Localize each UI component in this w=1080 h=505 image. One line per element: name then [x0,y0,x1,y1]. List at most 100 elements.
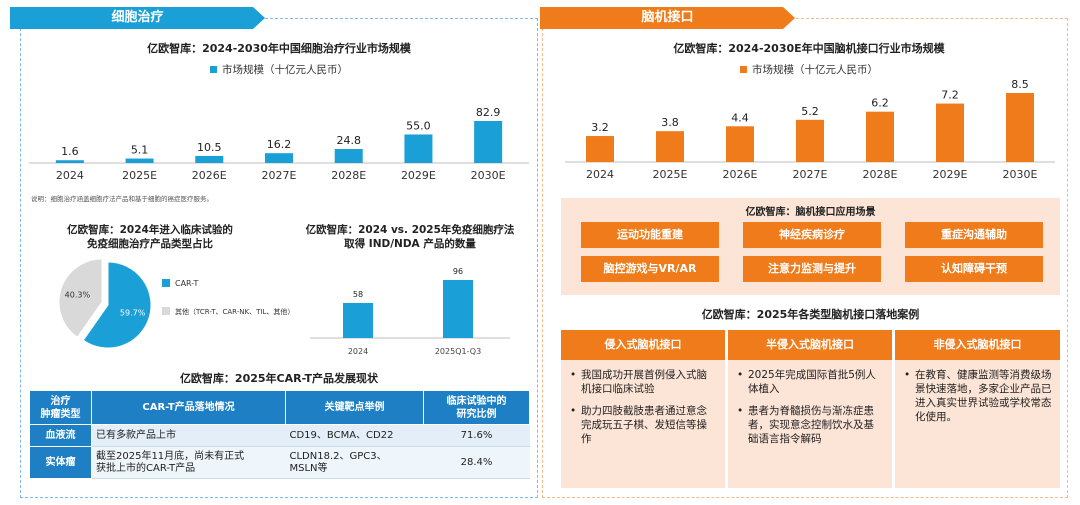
x-tick-label: 2025E [653,168,688,181]
bci-market-bar-chart: 3.2 2024 3.8 2025E 4.4 2026E 5.2 2027E 6.2 2028E 7… [565,80,1055,181]
x-tick-label: 2025E [122,169,157,182]
ratio-cell: 28.4% [423,446,530,479]
banner-arrow-shape [540,7,795,29]
list-item: 助力四肢截肢患者通过意念完成玩五子棋、发短信等操作 [570,404,717,446]
x-tick-label: 2027E [262,169,297,182]
bar [334,149,363,163]
pie-slice [58,258,103,338]
pie-slice [82,261,152,349]
data-label: 58 [353,290,363,299]
case-non-invasive: 非侵入式脑机接口 在教育、健康监测等消费级场景快速落地，多家企业产品已进入真实世… [895,330,1060,488]
data-label: 10.5 [197,141,222,154]
data-label: 5.2 [801,105,819,118]
slice-label: 40.3% [65,290,91,299]
legend-swatch [162,279,170,287]
ratio-cell: 71.6% [423,424,530,447]
legend-swatch [162,307,170,315]
scenario-cognitive-intervention: 认知障碍干预 [905,256,1043,282]
legend-label: 其他（TCR-T、CAR-NK、TIL、其他） [175,307,290,316]
legend-swatch [740,66,747,73]
data-label: 24.8 [336,134,361,147]
bci-market-legend-label: 市场规模（十亿元人民币） [752,64,878,76]
bar [1006,93,1034,162]
bci-panel [542,18,1068,498]
cases-title: 亿欧智库：2025年各类型脑机接口落地案例 [701,308,920,321]
scenario-motor-reconstruction: 运动功能重建 [581,222,719,248]
targets-cell: CD19、BCMA、CD22 [285,424,424,447]
bci-banner-label: 脑机接口 [641,10,694,25]
data-label: 82.9 [476,106,501,119]
list-item: 我国成功开展首例侵入式脑机接口临床试验 [570,368,717,396]
x-tick-label: 2027E [793,168,828,181]
status-cell: 已有多款产品上市 [91,424,286,447]
list-item: 在教育、健康监测等消费级场景快速落地，多家企业产品已进入真实世界试验或学校常态化… [904,368,1052,424]
legend-label: CAR-T [175,279,198,288]
x-tick-label: 2029E [401,169,436,182]
case-semi-invasive-body: 2025年完成国际首批5例人体植入 患者为脊髓损伤与渐冻症患者，实现意念控制饮水… [728,360,892,488]
case-invasive: 侵入式脑机接口 我国成功开展首例侵入式脑机接口临床试验 助力四肢截肢患者通过意念… [561,330,725,488]
data-label: 3.2 [591,121,609,134]
bar [866,111,894,162]
col-header-status: CAR-T产品落地情况 [91,390,286,425]
bar [474,121,503,163]
data-label: 7.2 [941,89,959,102]
col-header-tumor-type: 治疗 肿瘤类型 [29,390,92,425]
ind-chart-title: 亿欧智库：2024 vs. 2025年免疫细胞疗法 取得 IND/NDA 产品的… [305,224,515,250]
cell-market-legend-label: 市场规模（十亿元人民币） [222,64,348,76]
bci-market-legend: 市场规模（十亿元人民币） [740,62,878,77]
x-tick-label: 2026E [192,169,227,182]
data-label: 96 [453,267,463,276]
bar [726,126,754,162]
scenario-critical-communication: 重症沟通辅助 [905,222,1043,248]
cell-market-note: 说明：细胞治疗涵盖细胞疗法产品和基于细胞的癌症医疗服务。 [31,195,213,203]
case-non-invasive-body: 在教育、健康监测等消费级场景快速落地，多家企业产品已进入真实世界试验或学校常态化… [895,360,1060,488]
x-tick-label: 2024 [56,169,84,182]
cell-market-bar-chart: 1.6 2024 5.1 2025E 10.5 2026E 16.2 2027E 24.8 202… [29,106,529,182]
bar [443,280,473,338]
cell-therapy-banner: 细胞治疗 [10,7,265,29]
cart-table-title: 亿欧智库：2025年CAR-T产品发展现状 [179,372,379,385]
status-cell: 截至2025年11月底，尚未有正式 获批上市的CAR-T产品 [91,446,286,479]
list-item: 患者为脊髓损伤与渐冻症患者，实现意念控制饮水及基础语言指令解码 [737,404,884,446]
data-label: 3.8 [661,116,679,129]
data-label: 5.1 [131,144,149,157]
case-non-invasive-title: 非侵入式脑机接口 [895,330,1060,360]
scenario-title: 亿欧智库：脑机接口应用场景 [745,207,876,218]
x-tick-label: 2030E [471,169,506,182]
list-item: 2025年完成国际首批5例人体植入 [737,368,884,396]
tumor-type-cell: 实体瘤 [29,446,92,479]
case-invasive-title: 侵入式脑机接口 [561,330,725,360]
cell-therapy-panel [20,18,538,498]
ind-nda-bar-chart: 58 2024 96 2025Q1-Q3 [310,267,510,356]
data-label: 16.2 [267,138,292,151]
legend-swatch [210,66,217,73]
cell-market-legend: 市场规模（十亿元人民币） [210,62,348,77]
x-tick-label: 2025Q1-Q3 [435,347,481,356]
pie-chart-title: 亿欧智库：2024年进入临床试验的 免疫细胞治疗产品类型占比 [67,224,233,250]
x-tick-label: 2024 [586,168,614,181]
x-tick-label: 2028E [863,168,898,181]
bci-banner: 脑机接口 [540,7,795,29]
bar [936,103,964,162]
bar [265,153,293,163]
bar [195,155,224,163]
slice-label: 59.7% [120,309,146,318]
immune-cell-type-pie-chart: 59.7% 40.3% CAR-T 其他（TCR-T、CAR-NK、TIL、其他） [58,258,290,349]
data-label: 1.6 [61,145,79,158]
case-semi-invasive: 半侵入式脑机接口 2025年完成国际首批5例人体植入 患者为脊髓损伤与渐冻症患者… [728,330,892,488]
bar [586,136,614,162]
scenario-neuro-disease: 神经疾病诊疗 [743,222,881,248]
banner-arrow-shape [10,7,265,29]
bar [55,160,84,163]
x-tick-label: 2024 [348,347,368,356]
data-label: 4.4 [731,111,749,124]
targets-cell: CLDN18.2、GPC3、 MSLN等 [285,446,424,479]
bar [796,119,824,162]
case-invasive-body: 我国成功开展首例侵入式脑机接口临床试验 助力四肢截肢患者通过意念完成玩五子棋、发… [561,360,725,488]
data-label: 55.0 [406,119,431,132]
x-tick-label: 2030E [1003,168,1038,181]
x-tick-label: 2028E [331,169,366,182]
scenario-attention-monitoring: 注意力监测与提升 [743,256,881,282]
data-label: 8.5 [1011,80,1029,91]
bar [404,134,433,163]
